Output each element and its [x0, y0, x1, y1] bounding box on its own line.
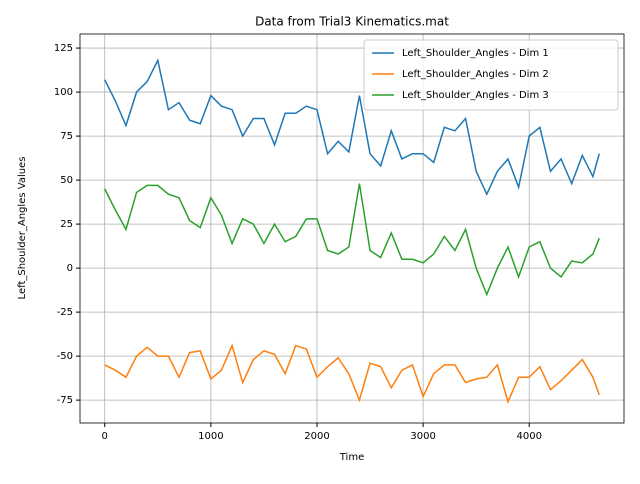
y-tick-label: -75: [57, 395, 73, 406]
x-tick-label: 1000: [198, 431, 223, 442]
y-tick-label: 0: [67, 263, 73, 274]
legend-label: Left_Shoulder_Angles - Dim 3: [402, 90, 549, 101]
x-tick-label: 3000: [410, 431, 435, 442]
y-tick-label: -25: [57, 307, 73, 318]
data-line: [104, 183, 600, 297]
y-tick-label: 25: [60, 219, 73, 230]
y-tick-label: 50: [60, 175, 73, 186]
data-line: [104, 343, 600, 405]
chart-title: Data from Trial3 Kinematics.mat: [255, 15, 449, 29]
y-axis-label: Left_Shoulder_Angles Values: [17, 157, 28, 300]
y-tick-label: 125: [54, 43, 73, 54]
y-tick-label: 100: [54, 87, 73, 98]
y-tick-label: 75: [60, 131, 73, 142]
y-tick-label: -50: [57, 351, 73, 362]
x-tick-label: 4000: [517, 431, 542, 442]
plot-frame: [79, 33, 625, 424]
legend-label: Left_Shoulder_Angles - Dim 1: [402, 48, 549, 59]
x-tick-label: 2000: [304, 431, 329, 442]
legend-label: Left_Shoulder_Angles - Dim 2: [402, 69, 549, 80]
legend-box: [363, 39, 619, 111]
x-axis-label: Time: [339, 452, 364, 463]
x-tick-label: 0: [102, 431, 108, 442]
data-line: [104, 58, 600, 196]
